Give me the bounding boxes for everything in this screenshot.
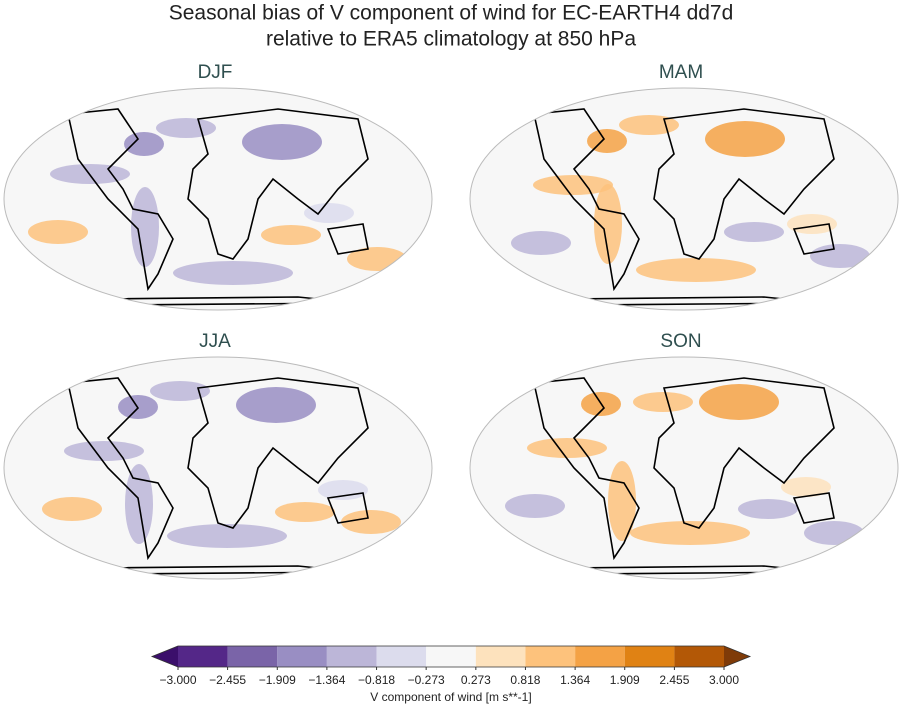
colorbar-bin <box>624 646 675 667</box>
colorbar-tick-label: −0.273 <box>408 673 445 687</box>
colorbar-label: V component of wind [m s**-1] <box>370 690 531 704</box>
colorbar-bin <box>326 646 377 667</box>
bias-region <box>156 118 216 138</box>
colorbar-tick-label: 1.909 <box>610 673 640 687</box>
bias-region <box>131 187 159 267</box>
panel-title: DJF <box>198 62 233 83</box>
map-border <box>469 87 899 311</box>
panel-title: JJA <box>199 331 231 352</box>
colorbar-tick-label: −1.909 <box>259 673 296 687</box>
colorbar-bin <box>178 646 228 667</box>
colorbar-tick-label: −3.000 <box>159 673 196 687</box>
bias-region <box>527 438 607 458</box>
colorbar-bin <box>277 646 327 667</box>
bias-region <box>511 231 571 255</box>
bias-region <box>804 521 864 545</box>
colorbar-extend-low <box>152 646 178 667</box>
colorbar-tick-label: 3.000 <box>709 673 739 687</box>
bias-region <box>505 494 565 518</box>
map-border <box>3 87 433 311</box>
bias-region <box>64 441 144 461</box>
map-border <box>3 356 433 580</box>
panel-title: SON <box>660 331 701 352</box>
bias-region <box>705 121 785 157</box>
colorbar-tick-label: 0.818 <box>510 673 540 687</box>
bias-region <box>261 225 321 245</box>
colorbar-tick-label: 1.364 <box>560 673 590 687</box>
colorbar-bin <box>475 646 526 667</box>
map <box>470 88 898 310</box>
bias-region <box>42 497 102 521</box>
colorbar-bin <box>674 646 724 667</box>
bias-region <box>236 387 316 423</box>
coastline <box>67 108 369 306</box>
colorbar-bin <box>227 646 278 667</box>
title-line: Seasonal bias of V component of wind for… <box>169 2 734 25</box>
bias-region <box>124 132 164 156</box>
bias-region <box>304 203 354 223</box>
map <box>4 357 432 579</box>
bias-region <box>738 499 798 519</box>
bias-region <box>724 222 784 242</box>
bias-region <box>167 524 287 548</box>
map <box>470 357 898 579</box>
bias-region <box>781 477 831 497</box>
coastline <box>533 108 835 306</box>
coastline <box>533 377 835 575</box>
colorbar-tick-label: 0.273 <box>461 673 491 687</box>
bias-region <box>173 261 293 285</box>
colorbar-bin <box>426 646 476 667</box>
colorbar-bin <box>376 646 427 667</box>
title-line: relative to ERA5 climatology at 850 hPa <box>266 28 636 51</box>
bias-region <box>633 392 693 412</box>
map <box>4 88 432 310</box>
coastline <box>67 377 369 575</box>
bias-region <box>275 502 335 522</box>
bias-region <box>630 521 750 545</box>
bias-region <box>699 384 779 420</box>
colorbar-tick-label: 2.455 <box>659 673 689 687</box>
colorbar-bin <box>525 646 576 667</box>
bias-region <box>28 220 88 244</box>
bias-region <box>533 175 613 195</box>
bias-region <box>341 510 401 534</box>
panel-title: MAM <box>659 62 703 83</box>
colorbar-tick-label: −2.455 <box>209 673 246 687</box>
bias-region <box>318 480 368 500</box>
bias-region <box>242 124 322 160</box>
colorbar-extend-high <box>724 646 750 667</box>
bias-region <box>810 244 870 268</box>
colorbar-tick-label: −0.818 <box>358 673 395 687</box>
bias-region <box>608 461 636 541</box>
colorbar-tick-label: −1.364 <box>308 673 345 687</box>
bias-region <box>636 258 756 282</box>
bias-region <box>594 184 622 264</box>
colorbar-bin <box>575 646 625 667</box>
map-border <box>469 356 899 580</box>
bias-region <box>150 381 210 401</box>
